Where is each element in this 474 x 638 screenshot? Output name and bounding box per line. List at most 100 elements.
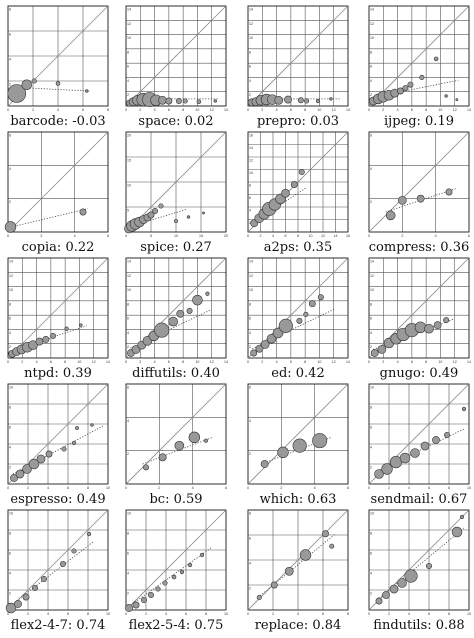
- scatter-panel: 0 2 4 6 8 10 2 4 6 8 10 sendmail: 0.67: [365, 382, 473, 507]
- x-tick-label: 16: [346, 234, 350, 238]
- data-point: [176, 309, 185, 318]
- x-tick-label: 0: [7, 612, 9, 616]
- x-tick-label: 2: [158, 486, 160, 490]
- y-tick-label: 14: [370, 260, 374, 264]
- data-point: [22, 464, 32, 474]
- diagonal-line: [247, 5, 349, 107]
- scatter-plot: 0 2 4 6 8 2 4 6 8: [247, 509, 349, 616]
- panel-caption: barcode: -0.03: [10, 114, 106, 129]
- x-tick-label: 8: [64, 360, 66, 364]
- scatter-plot: 0 2 4 6 8 2 4 6 8: [7, 5, 109, 112]
- y-tick-label: 2: [370, 592, 372, 596]
- x-tick-label: 12: [332, 360, 336, 364]
- trend-line: [9, 541, 94, 607]
- scatter-panel: 0 2 4 6 2 4 6 compress: 0.36: [365, 130, 473, 255]
- x-tick-label: 6: [468, 234, 470, 238]
- data-point: [451, 526, 463, 538]
- y-tick-label: 12: [249, 22, 253, 26]
- plot-frame: [125, 131, 227, 233]
- x-tick-label: 0: [247, 612, 249, 616]
- y-tick-label: 14: [249, 146, 253, 150]
- x-tick-label: 2: [280, 486, 282, 490]
- data-point: [203, 438, 209, 443]
- data-point: [459, 514, 465, 520]
- x-tick-label: 0: [7, 360, 9, 364]
- data-point: [329, 97, 333, 101]
- scatter-panel: 0 2 4 6 8 2 4 6 8 barcode: -0.03: [4, 4, 112, 129]
- data-point: [22, 593, 30, 601]
- data-point: [419, 74, 425, 80]
- scatter-plot: 0 2 4 6 2 4 6: [125, 383, 227, 490]
- y-tick-label: 2: [127, 93, 129, 97]
- y-tick-label: 8: [370, 406, 372, 410]
- x-tick-label: 12: [332, 108, 336, 112]
- y-tick-label: 12: [370, 274, 374, 278]
- x-tick-label: 0: [125, 234, 127, 238]
- x-tick-label: 14: [224, 108, 228, 112]
- x-tick-label: 0: [247, 234, 249, 238]
- data-point: [433, 56, 439, 62]
- data-point: [397, 195, 407, 205]
- scatter-panel: 0 2 4 6 8 10 2 4 6 8 10 flex2-4-7: 0.74: [4, 508, 112, 633]
- scatter-plot: 0 2 4 6 8 10 12 14 2 4 6 8 10 12 14: [368, 5, 471, 112]
- x-tick-label: 0: [7, 486, 9, 490]
- data-point: [292, 438, 307, 453]
- y-tick-label: 4: [249, 209, 251, 213]
- panel-caption: ed: 0.42: [271, 366, 325, 381]
- panel-caption: which: 0.63: [259, 492, 337, 507]
- x-tick-label: 6: [411, 108, 413, 112]
- plot-frame: [7, 131, 109, 233]
- panel-caption: copia: 0.22: [21, 240, 95, 255]
- panel-caption: a2ps: 0.35: [263, 240, 333, 255]
- y-tick-label: 10: [9, 512, 13, 516]
- data-point: [382, 591, 390, 599]
- y-tick-label: 6: [249, 65, 251, 69]
- data-point: [140, 597, 147, 604]
- y-tick-label: 2: [249, 452, 251, 456]
- x-tick-label: 10: [317, 108, 321, 112]
- data-point: [5, 602, 17, 614]
- data-point: [297, 97, 304, 104]
- data-point: [277, 446, 289, 459]
- diagonal-line: [125, 5, 227, 107]
- data-point: [179, 569, 185, 575]
- trend-line: [257, 533, 336, 598]
- data-point: [250, 349, 258, 357]
- y-tick-label: 2: [370, 345, 372, 349]
- scatter-plot: 0 2 4 6 8 10 2 4 6 8 10: [5, 509, 110, 616]
- y-tick-label: 4: [9, 446, 11, 450]
- data-point: [414, 321, 427, 333]
- y-tick-label: 8: [249, 302, 251, 306]
- y-tick-label: 2: [249, 345, 251, 349]
- x-tick-label: 12: [321, 234, 325, 238]
- x-tick-label: 10: [438, 108, 442, 112]
- diagonal-line: [125, 383, 227, 485]
- data-point: [399, 452, 411, 464]
- panel-caption: ijpeg: 0.19: [384, 114, 454, 129]
- data-point: [202, 211, 205, 215]
- y-tick-label: 14: [370, 8, 374, 12]
- x-tick-label: 4: [408, 486, 410, 490]
- x-tick-label: 8: [87, 486, 89, 490]
- data-point: [35, 337, 44, 346]
- data-point: [28, 458, 40, 470]
- data-point: [205, 291, 210, 296]
- data-point: [158, 95, 167, 105]
- scatter-panel: 0 2 4 6 2 4 6 copia: 0.22: [4, 130, 112, 255]
- data-point: [444, 431, 451, 438]
- x-tick-label: 2: [139, 108, 141, 112]
- diagonal-line: [368, 131, 470, 233]
- diagonal-line: [247, 383, 349, 485]
- x-tick-label: 10: [467, 612, 471, 616]
- data-point: [187, 562, 193, 568]
- y-tick-label: 8: [249, 512, 251, 516]
- y-tick-label: 8: [9, 302, 11, 306]
- scatter-plot: 0 2 4 6 2 4 6: [247, 383, 349, 490]
- data-point: [186, 215, 191, 219]
- data-point: [171, 574, 177, 580]
- x-tick-label: 0: [125, 108, 127, 112]
- data-point: [375, 597, 383, 605]
- data-point: [270, 581, 278, 589]
- y-tick-label: 2: [249, 221, 251, 225]
- data-point: [55, 81, 61, 86]
